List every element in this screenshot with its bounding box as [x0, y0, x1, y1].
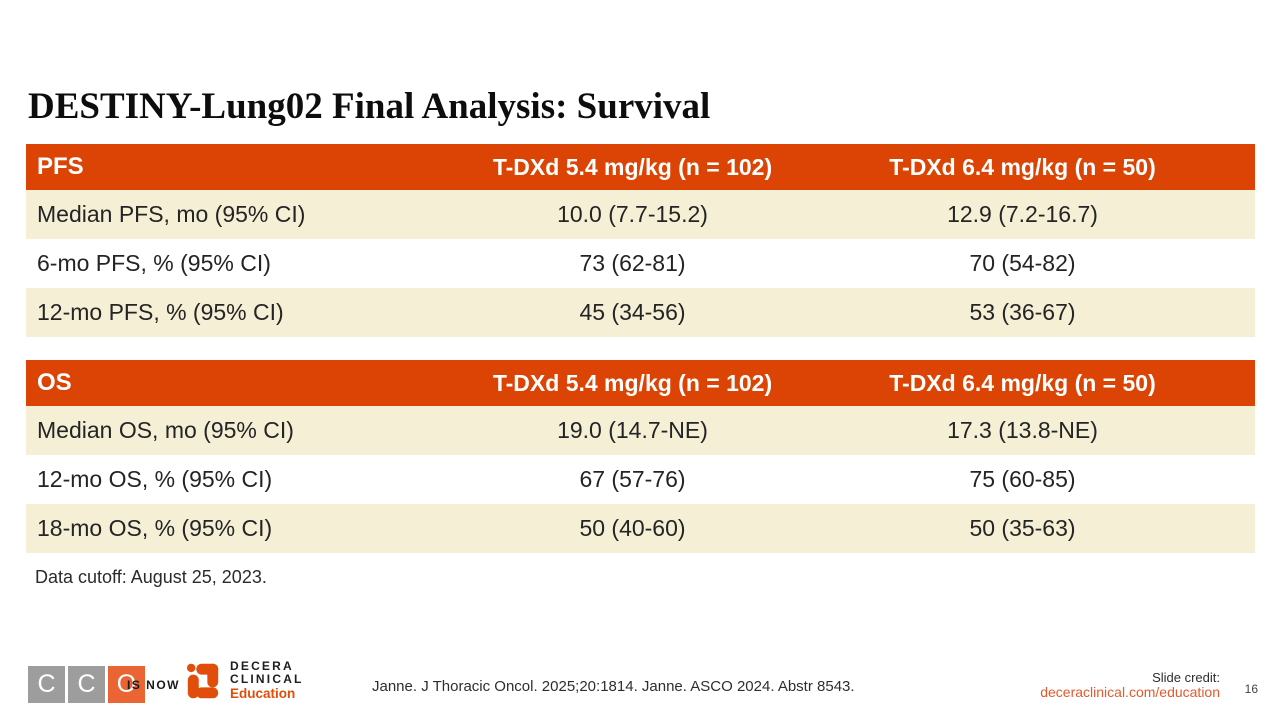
os-header-arm1: T-DXd 5.4 mg/kg (n = 102) — [492, 369, 773, 396]
decera-logo: DECERA CLINICAL Education — [186, 660, 304, 705]
cco-letter: C — [37, 670, 56, 698]
cco-letter: C — [77, 670, 96, 698]
value-cell: 70 (54-82) — [969, 250, 1076, 276]
os-header-arm2: T-DXd 6.4 mg/kg (n = 50) — [889, 369, 1156, 396]
is-now-label: IS NOW — [127, 678, 180, 692]
decera-wordmark-line2: CLINICAL — [230, 671, 304, 686]
slide-credit-link[interactable]: deceraclinical.com/education — [1040, 684, 1220, 700]
row-label: 6-mo PFS, % (95% CI) — [37, 250, 271, 276]
value-cell: 53 (36-67) — [969, 299, 1076, 325]
cco-letter: O — [116, 670, 137, 698]
table-row: 6-mo PFS, % (95% CI) 73 (62-81) 70 (54-8… — [26, 239, 1255, 288]
table-row: 12-mo PFS, % (95% CI) 45 (34-56) 53 (36-… — [26, 288, 1255, 337]
row-label: Median PFS, mo (95% CI) — [37, 201, 306, 227]
row-label: Median OS, mo (95% CI) — [37, 417, 294, 443]
os-table-header-row: OS T-DXd 5.4 mg/kg (n = 102) T-DXd 6.4 m… — [26, 360, 1255, 406]
reference-citation: Janne. J Thoracic Oncol. 2025;20:1814. J… — [372, 678, 855, 695]
value-cell: 17.3 (13.8-NE) — [947, 417, 1098, 443]
value-cell: 73 (62-81) — [579, 250, 686, 276]
row-label: 12-mo PFS, % (95% CI) — [37, 299, 284, 325]
slide-credit-label: Slide credit: — [1152, 670, 1220, 685]
value-cell: 12.9 (7.2-16.7) — [947, 201, 1098, 227]
value-cell: 10.0 (7.7-15.2) — [557, 201, 708, 227]
cco-logo: C C O — [28, 666, 145, 703]
value-cell: 19.0 (14.7-NE) — [557, 417, 708, 443]
table-row: Median OS, mo (95% CI) 19.0 (14.7-NE) 17… — [26, 406, 1255, 455]
page-number: 16 — [1244, 682, 1258, 696]
pfs-table: PFS T-DXd 5.4 mg/kg (n = 102) T-DXd 6.4 … — [26, 144, 1255, 337]
decera-wordmark: DECERA CLINICAL Education — [230, 660, 304, 705]
data-cutoff-note: Data cutoff: August 25, 2023. — [35, 567, 267, 587]
decera-wordmark-line3: Education — [230, 686, 296, 701]
decera-logo-icon — [186, 660, 220, 705]
pfs-header-arm2: T-DXd 6.4 mg/kg (n = 50) — [889, 153, 1156, 180]
row-label: 18-mo OS, % (95% CI) — [37, 515, 273, 541]
table-row: Median PFS, mo (95% CI) 10.0 (7.7-15.2) … — [26, 190, 1255, 239]
value-cell: 75 (60-85) — [969, 466, 1076, 492]
pfs-header-arm1: T-DXd 5.4 mg/kg (n = 102) — [492, 153, 773, 180]
cco-logo-square: C — [28, 666, 65, 703]
table-row: 18-mo OS, % (95% CI) 50 (40-60) 50 (35-6… — [26, 504, 1255, 553]
table-row: 12-mo OS, % (95% CI) 67 (57-76) 75 (60-8… — [26, 455, 1255, 504]
os-header-label: OS — [37, 369, 72, 396]
decera-wordmark-line1: DECERA — [230, 659, 294, 673]
slide-credit: Slide credit: deceraclinical.com/educati… — [1040, 670, 1220, 700]
value-cell: 67 (57-76) — [579, 466, 686, 492]
pfs-table-header-row: PFS T-DXd 5.4 mg/kg (n = 102) T-DXd 6.4 … — [26, 144, 1255, 190]
value-cell: 45 (34-56) — [579, 299, 686, 325]
row-label: 12-mo OS, % (95% CI) — [37, 466, 273, 492]
os-table: OS T-DXd 5.4 mg/kg (n = 102) T-DXd 6.4 m… — [26, 360, 1255, 553]
page-title: DESTINY-Lung02 Final Analysis: Survival — [28, 85, 711, 127]
cco-logo-square: C — [68, 666, 105, 703]
value-cell: 50 (40-60) — [579, 515, 686, 541]
value-cell: 50 (35-63) — [969, 515, 1076, 541]
cco-logo-square: O — [108, 666, 145, 703]
pfs-header-label: PFS — [37, 153, 84, 180]
